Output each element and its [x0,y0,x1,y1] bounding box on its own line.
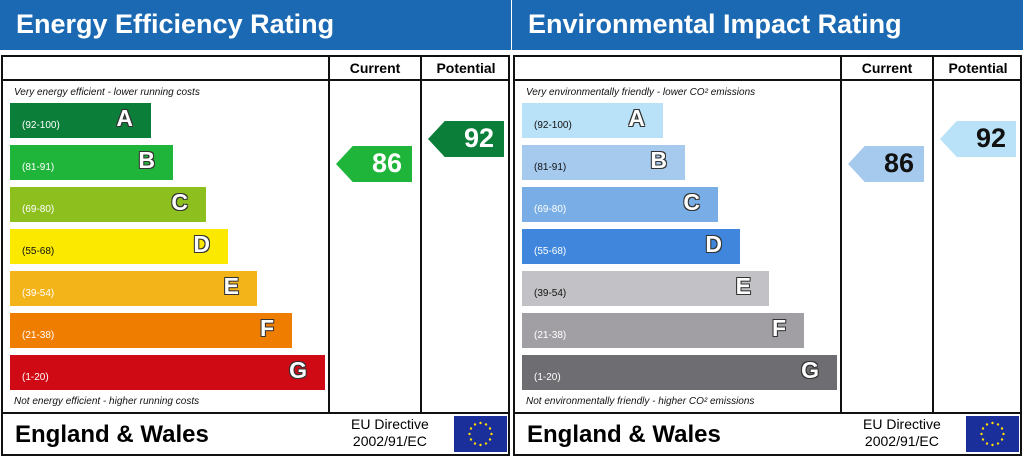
directive-line: EU Directive [351,416,429,432]
divider [840,57,842,414]
current-rating-value: 86 [883,148,914,178]
divider [420,57,422,414]
chart-title: Energy Efficiency Rating [0,0,511,50]
band-bar-g: (1-20) G [10,355,325,390]
band-bar-d: (55-68) D [10,229,228,264]
band-bar-f: (21-38) F [10,313,292,348]
eu-directive: EU Directive 2002/91/EC [351,416,429,450]
column-header-potential: Potential [948,60,1008,76]
band-range: (55-68) [22,246,55,257]
band-bar-c: (69-80) C [522,187,718,222]
band-bar-g: (1-20) G [522,355,837,390]
potential-rating-value: 92 [463,123,494,153]
band-letter: A [628,105,645,131]
top-note: Very energy efficient - lower running co… [14,87,200,98]
column-header-potential: Potential [436,60,496,76]
potential-rating-value: 92 [975,123,1006,153]
band-range: (21-38) [534,330,567,341]
eu-directive: EU Directive 2002/91/EC [863,416,941,450]
chart-title: Environmental Impact Rating [512,0,1023,50]
environmental-impact-panel: Environmental Impact Rating Current Pote… [512,0,1023,457]
divider [328,57,330,414]
column-header-current: Current [349,60,401,76]
band-range: (81-91) [22,162,55,173]
band-bar-b: (81-91) B [522,145,685,180]
directive-line: EU Directive [863,416,941,432]
eu-flag-icon [454,416,507,452]
divider [515,412,1020,414]
band-bar-d: (55-68) D [522,229,740,264]
band-letter: E [735,273,751,299]
current-rating-arrow: 86 [336,146,412,182]
potential-rating-arrow: 92 [940,121,1016,157]
divider [3,412,508,414]
band-letter: C [683,189,700,215]
directive-line: 2002/91/EC [864,433,939,449]
band-bar-a: (92-100) A [522,103,663,138]
region-label: England & Wales [15,421,209,448]
rating-table: Current Potential Very energy efficient … [1,55,510,456]
band-letter: F [771,315,786,341]
band-range: (92-100) [22,120,60,131]
potential-rating-arrow: 92 [428,121,504,157]
top-note: Very environmentally friendly - lower CO… [526,87,756,98]
band-bar-e: (39-54) E [522,271,769,306]
band-range: (39-54) [22,288,55,299]
divider [3,79,508,81]
band-range: (39-54) [534,288,567,299]
band-letter: E [223,273,239,299]
band-range: (81-91) [534,162,567,173]
eu-flag-icon [966,416,1019,452]
energy-efficiency-panel: Energy Efficiency Rating Current Potenti… [0,0,511,457]
band-range: (69-80) [534,204,567,215]
current-rating-arrow: 86 [848,146,924,182]
band-letter: A [116,105,133,131]
directive-line: 2002/91/EC [352,433,427,449]
band-letter: D [193,231,210,257]
band-letter: D [705,231,722,257]
band-range: (1-20) [22,372,49,383]
bottom-note: Not energy efficient - higher running co… [14,396,200,407]
band-letter: G [289,357,307,383]
band-bar-e: (39-54) E [10,271,257,306]
band-letter: B [138,147,155,173]
band-bar-f: (21-38) F [522,313,804,348]
band-bar-b: (81-91) B [10,145,173,180]
region-label: England & Wales [527,421,721,448]
band-letter: F [259,315,274,341]
band-range: (55-68) [534,246,567,257]
band-range: (1-20) [534,372,561,383]
band-letter: C [171,189,188,215]
current-rating-value: 86 [371,148,402,178]
band-letter: G [801,357,819,383]
rating-table: Current Potential Very environmentally f… [513,55,1022,456]
bottom-note: Not environmentally friendly - higher CO… [526,396,755,407]
band-range: (69-80) [22,204,55,215]
band-bar-a: (92-100) A [10,103,151,138]
band-range: (92-100) [534,120,572,131]
band-bar-c: (69-80) C [10,187,206,222]
band-letter: B [650,147,667,173]
divider [515,79,1020,81]
band-range: (21-38) [22,330,55,341]
column-header-current: Current [861,60,913,76]
divider [932,57,934,414]
